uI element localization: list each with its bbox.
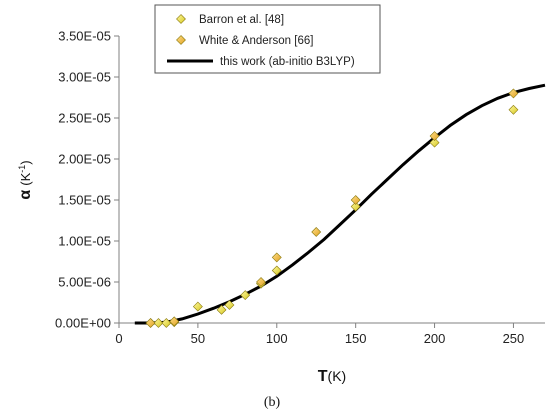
y-tick-label: 3.50E-05: [58, 29, 111, 44]
data-point-series-0: [153, 318, 164, 328]
x-tick-label: 0: [115, 331, 122, 346]
legend-entries: Barron et al. [48] White & Anderson [66] t…: [167, 14, 355, 68]
data-point-series-1: [429, 131, 440, 141]
data-point-series-0: [216, 304, 227, 315]
x-axis-symbol: T: [318, 368, 328, 385]
data-point-series-1: [256, 277, 266, 287]
y-axis-symbol: α: [17, 190, 34, 200]
data-point-series-1: [311, 227, 322, 237]
data-point-series-1: [350, 195, 361, 205]
x-axis-unit: (K): [328, 368, 347, 384]
figure-caption: (b): [264, 395, 281, 410]
y-tick-label: 5.00E-06: [58, 275, 111, 290]
y-tick-label: 3.00E-05: [58, 70, 111, 85]
legend-label: White & Anderson [66]: [199, 35, 313, 47]
marker-layer: [145, 88, 519, 328]
x-axis-title: T(K): [318, 368, 346, 385]
y-axis-unit-exponent: -1: [17, 165, 27, 173]
x-tick-label: 100: [266, 331, 288, 346]
y-ticks: 0.00E+00 5.00E-06 1.00E-05 1.50E-05 2.00E-05…: [55, 29, 119, 331]
legend-box: [154, 4, 381, 74]
y-tick-label: 0.00E+00: [55, 316, 111, 331]
x-tick-label: 250: [503, 331, 525, 346]
y-tick-label: 1.00E-05: [58, 234, 111, 249]
data-point-series-1: [271, 252, 282, 263]
legend-marker-swatch: [176, 14, 186, 24]
x-tick-label: 200: [424, 331, 446, 346]
y-axis-title: α (K-1): [17, 160, 34, 199]
data-point-series-0: [161, 318, 172, 328]
x-tick-label: 150: [345, 331, 367, 346]
y-tick-label: 2.50E-05: [58, 111, 111, 126]
legend-label: Barron et al. [48]: [199, 14, 284, 26]
x-tick-label: 50: [191, 331, 205, 346]
data-point-series-0: [192, 301, 203, 312]
data-point-series-0: [271, 265, 282, 276]
y-tick-label: 2.00E-05: [58, 152, 111, 167]
x-ticks: 0 50 100 150 200 250: [115, 323, 524, 346]
data-point-series-0: [508, 104, 519, 115]
data-point-series-0: [350, 201, 361, 212]
data-point-series-0: [240, 290, 251, 301]
y-axis-unit-close: ): [18, 160, 33, 164]
legend-marker-swatch: [176, 35, 186, 45]
fit-curve-layer: [134, 83, 546, 325]
data-point-series-1: [169, 316, 180, 327]
legend: Barron et al. [48] White & Anderson [66] t…: [154, 4, 381, 74]
data-point-series-1: [508, 88, 519, 99]
data-point-series-0: [224, 300, 235, 310]
y-axis-unit: (K: [18, 172, 33, 185]
series-line-this-work: [134, 83, 546, 325]
y-tick-label: 1.50E-05: [58, 193, 111, 208]
data-point-series-1: [145, 318, 156, 328]
legend-label: this work (ab-initio B3LYP): [220, 56, 355, 68]
data-point-series-0: [429, 137, 440, 148]
